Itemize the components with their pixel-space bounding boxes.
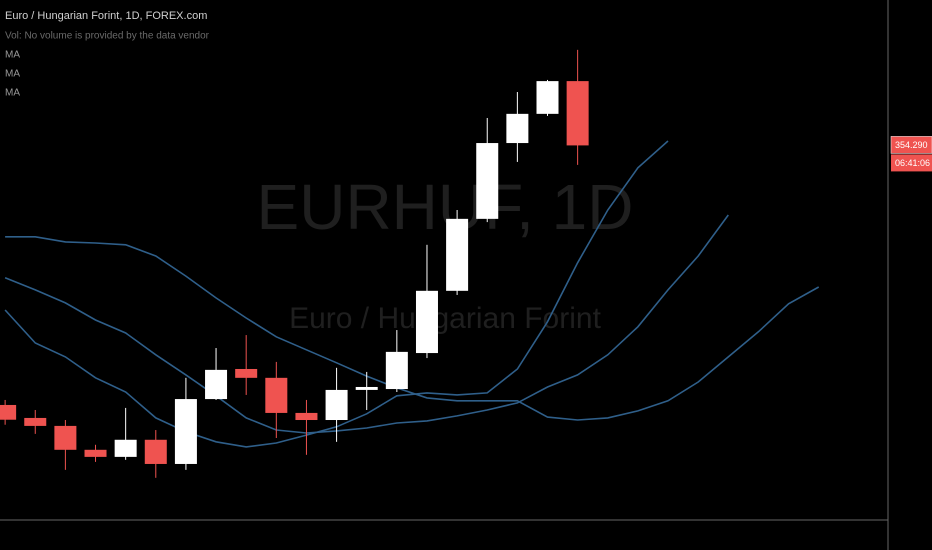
volume-note: Vol: No volume is provided by the data v…	[5, 31, 210, 42]
candle-body	[144, 439, 167, 464]
candle-body	[24, 417, 47, 426]
candle-body	[385, 351, 408, 390]
chart-title: Euro / Hungarian Forint, 1D, FOREX.com	[5, 10, 207, 22]
candle	[84, 444, 107, 462]
countdown-label: 06:41:06	[895, 158, 930, 168]
last-price-box	[890, 136, 932, 154]
candle-body	[566, 81, 589, 146]
candle-body	[174, 399, 197, 464]
candle-body	[295, 412, 318, 421]
candle	[24, 409, 47, 434]
legend-entry: MA	[5, 50, 20, 61]
candle-body	[536, 81, 559, 114]
legend-entry: MA	[5, 69, 20, 80]
candle	[506, 92, 529, 162]
candle	[536, 79, 559, 116]
axes: 354.290 06:41:06	[890, 136, 932, 172]
candle	[54, 420, 77, 470]
candle-body	[54, 425, 77, 450]
candle	[0, 399, 17, 425]
candle	[355, 371, 378, 410]
candle-body	[446, 218, 469, 291]
watermark: EURHUF, 1D	[257, 171, 634, 243]
candle-body	[205, 369, 228, 400]
ma-line	[5, 236, 820, 421]
candle	[265, 361, 288, 439]
candle-body	[506, 113, 529, 144]
candle	[114, 407, 137, 460]
candle	[385, 330, 408, 392]
candle-body	[325, 389, 348, 421]
ma-line	[4, 214, 729, 434]
candle-body	[415, 290, 438, 354]
legend-entry: MA	[5, 88, 20, 99]
countdown-box	[891, 154, 932, 172]
candle-body	[84, 449, 107, 457]
candle	[235, 335, 258, 395]
legend: MA MA MA	[5, 50, 20, 99]
candle-body	[476, 143, 499, 219]
candle-body	[114, 439, 137, 457]
candle	[566, 49, 589, 165]
candle	[476, 117, 499, 223]
candle	[325, 367, 348, 442]
candle-body	[235, 368, 258, 378]
candle-body	[355, 386, 378, 390]
candle	[415, 244, 438, 359]
candle	[295, 399, 318, 455]
candle-body	[0, 404, 17, 420]
candle	[144, 430, 167, 478]
candle	[174, 377, 197, 470]
candle-body	[265, 377, 288, 413]
candles	[0, 49, 589, 478]
candle	[205, 348, 228, 400]
last-price-label: 354.290	[895, 140, 928, 150]
candle	[446, 210, 469, 295]
